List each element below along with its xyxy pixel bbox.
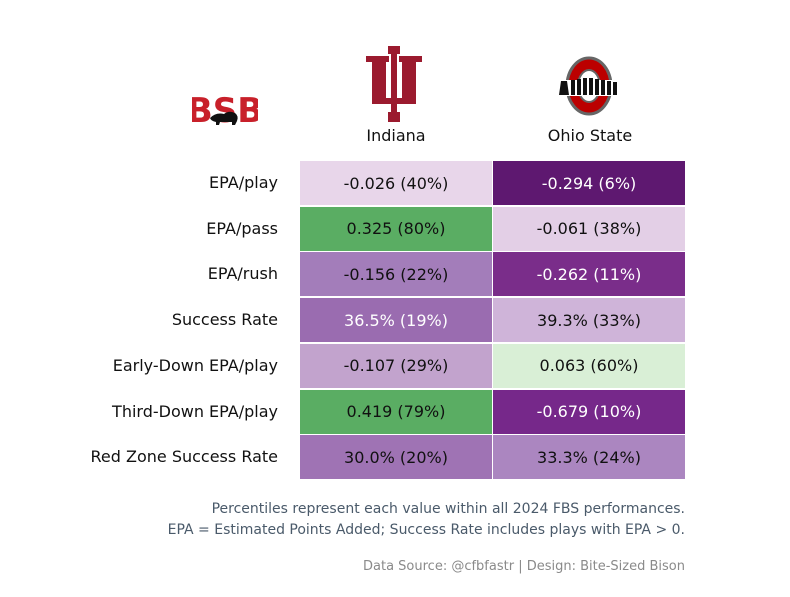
indiana-value-cell: 30.0% (20%)	[300, 435, 492, 480]
ohio-state-value-cell: 33.3% (24%)	[493, 435, 685, 480]
bison-icon	[210, 111, 238, 125]
row-label: EPA/rush	[207, 264, 278, 284]
note-line-2: EPA = Estimated Points Added; Success Ra…	[167, 522, 685, 538]
note-line-1: Percentiles represent each value within …	[211, 501, 685, 517]
ohio-state-value-cell: 0.063 (60%)	[493, 343, 685, 388]
row-label: Third-Down EPA/play	[112, 401, 278, 421]
ohio-state-value-cell: -0.679 (10%)	[493, 389, 685, 434]
row-label: Early-Down EPA/play	[112, 355, 278, 375]
indiana-value-cell: 0.325 (80%)	[300, 206, 492, 251]
column-header-ohio-state: Ohio State	[547, 126, 633, 145]
indiana-value-cell: -0.107 (29%)	[300, 343, 492, 388]
bsb-logo-text: BSB	[192, 91, 258, 130]
ohio-state-logo	[553, 56, 625, 120]
indiana-value-cell: 0.419 (79%)	[300, 389, 492, 434]
bsb-logo: BSB	[187, 86, 263, 131]
indiana-logo	[364, 46, 424, 122]
row-label: Red Zone Success Rate	[90, 447, 278, 467]
column-header-indiana: Indiana	[366, 126, 426, 145]
ohio-state-value-cell: -0.262 (11%)	[493, 252, 685, 297]
indiana-value-cell: -0.026 (40%)	[300, 161, 492, 205]
row-label: EPA/play	[209, 173, 278, 192]
ohio-state-value-cell: -0.061 (38%)	[493, 206, 685, 251]
ohio-state-wordmark-icon	[559, 78, 617, 95]
row-label: Success Rate	[171, 310, 278, 330]
data-source: Data Source: @cfbfastr | Design: Bite-Si…	[363, 559, 685, 574]
row-label: EPA/pass	[206, 218, 278, 238]
ohio-state-value-cell: 39.3% (33%)	[493, 298, 685, 343]
indiana-iu-icon	[366, 46, 422, 122]
ohio-state-value-cell: -0.294 (6%)	[493, 161, 685, 205]
indiana-value-cell: -0.156 (22%)	[300, 252, 492, 297]
indiana-value-cell: 36.5% (19%)	[300, 298, 492, 343]
